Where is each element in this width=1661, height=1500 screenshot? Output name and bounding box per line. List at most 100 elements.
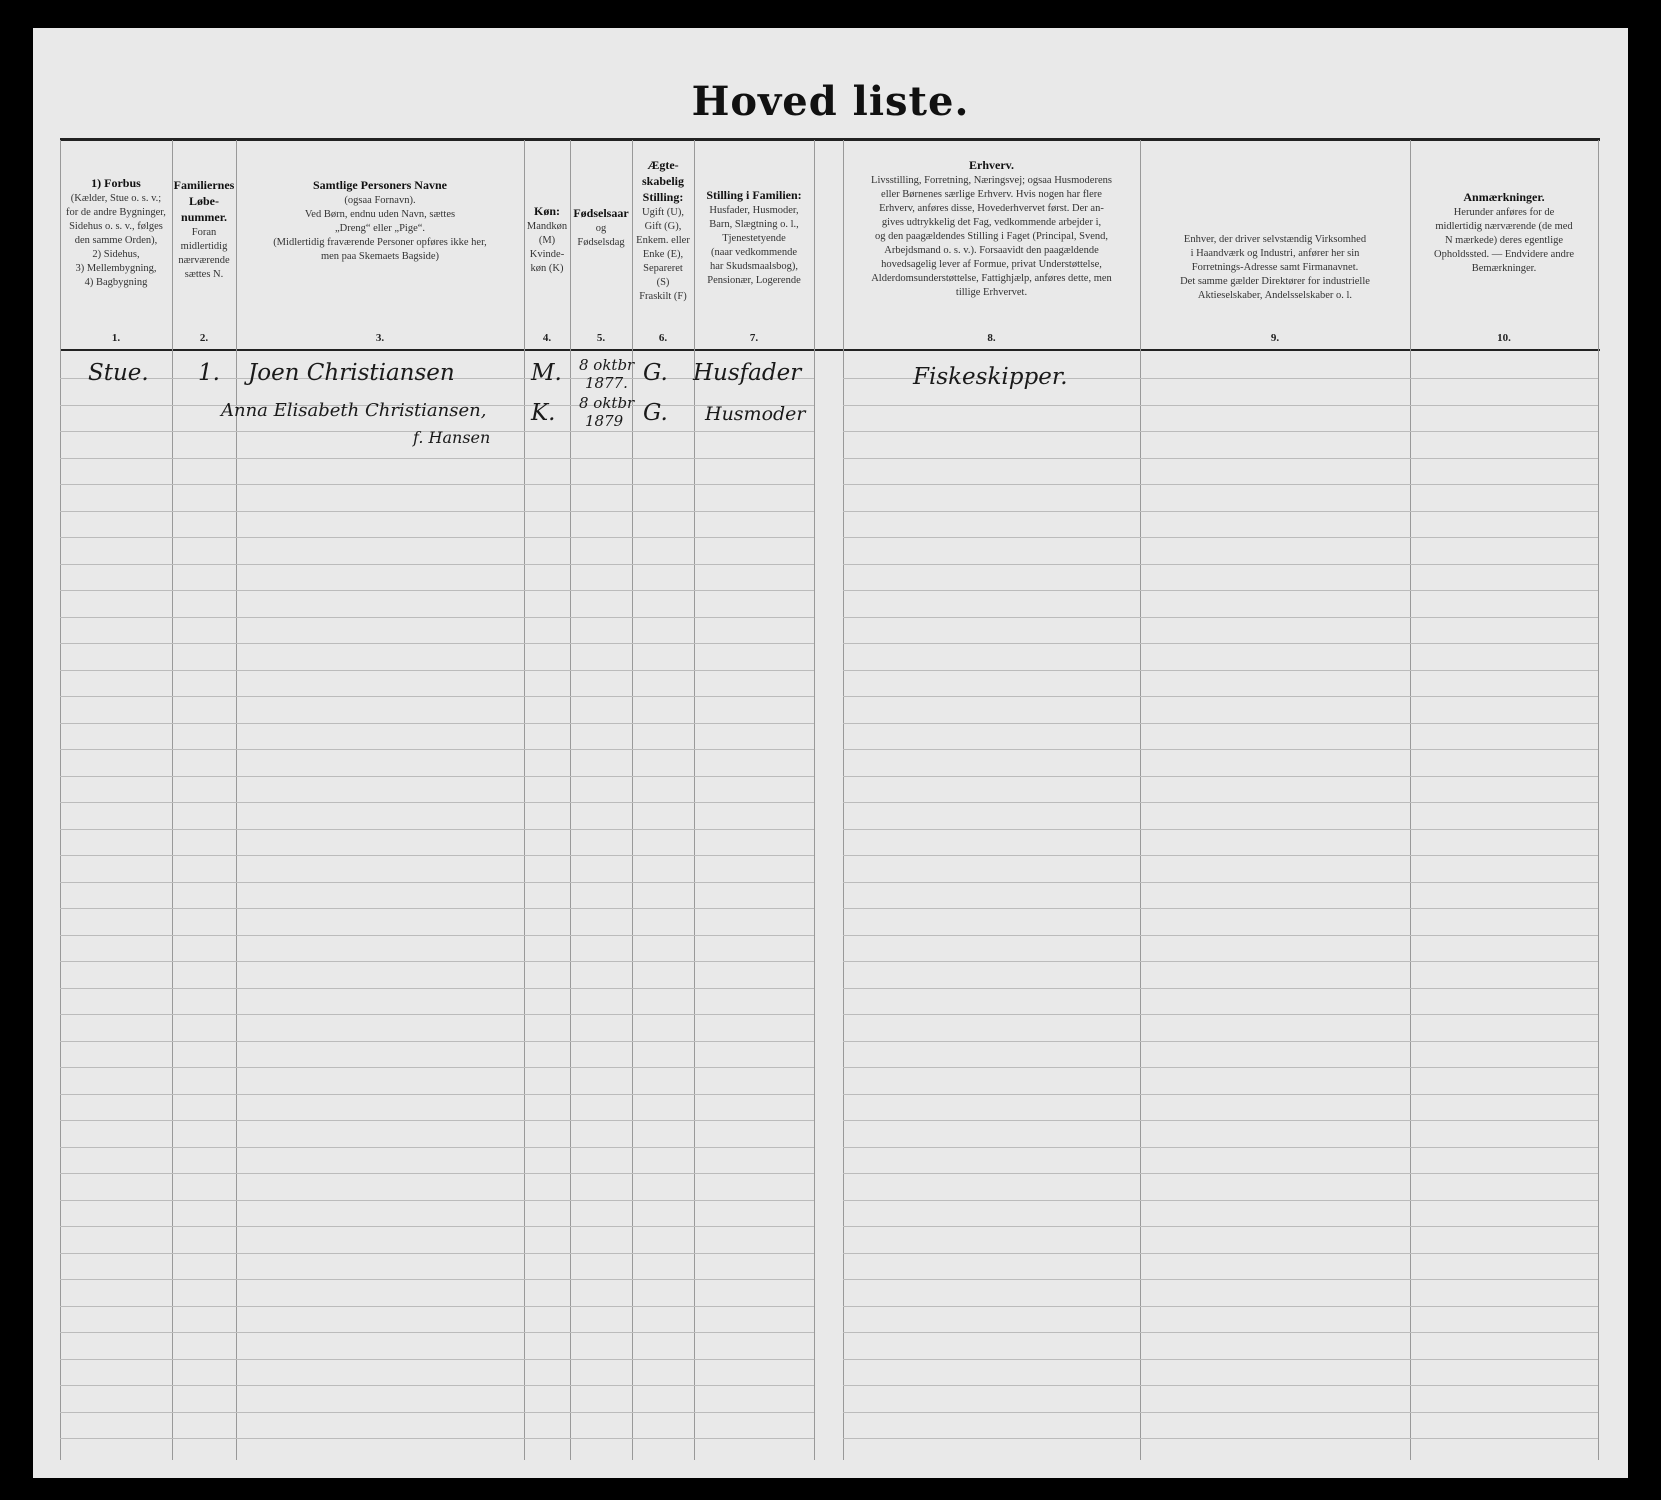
column-description-line: Sidehus o. s. v., følges xyxy=(69,221,163,232)
row-rule xyxy=(60,484,814,485)
row-rule xyxy=(60,855,814,856)
row-rule xyxy=(843,749,1598,750)
row-rule xyxy=(843,802,1598,803)
row-rule xyxy=(60,1359,814,1360)
row-rule xyxy=(60,1438,814,1439)
column-description-line: (M) xyxy=(538,235,556,246)
column-description-line: køn (K) xyxy=(530,263,564,274)
row-rule xyxy=(60,1200,814,1201)
row-rule xyxy=(60,458,814,459)
column-description-line: Enhver, der driver selvstændig Virksomhe… xyxy=(1183,234,1367,245)
column-description-line: (naar vedkommende xyxy=(710,247,797,258)
row-rule xyxy=(843,908,1598,909)
column-description-line: Gift (G), xyxy=(644,221,682,232)
column-description-line: Foran xyxy=(191,227,217,238)
column-description-line: N mærkede) deres egentlige xyxy=(1444,235,1564,246)
position-cell: Husfader xyxy=(693,360,802,386)
birth-year-cell: 1879 xyxy=(585,412,624,430)
column-divider xyxy=(172,140,173,1460)
row-rule xyxy=(60,1279,814,1280)
column-divider xyxy=(694,140,695,1460)
column-divider xyxy=(60,140,61,1460)
occupation-cell: Fiskeskipper. xyxy=(913,364,1068,390)
row-rule xyxy=(60,1226,814,1227)
row-rule xyxy=(843,1385,1598,1386)
row-rule xyxy=(843,1306,1598,1307)
column-description-line: hovedsagelig lever af Formue, privat Und… xyxy=(881,259,1102,270)
row-rule xyxy=(843,537,1598,538)
row-rule xyxy=(843,670,1598,671)
column-description-line: Herunder anføres for de xyxy=(1453,207,1555,218)
row-rule xyxy=(843,405,1598,406)
column-description-line: Bemærkninger. xyxy=(1471,263,1537,274)
row-rule xyxy=(60,776,814,777)
row-rule xyxy=(843,829,1598,830)
column-description-line: Arbejdsmand o. s. v.). Forsaavidt den pa… xyxy=(884,245,1099,256)
sex-cell: K. xyxy=(531,400,556,426)
column-description-line: Alderdomsunderstøttelse, Fattighjælp, an… xyxy=(871,273,1112,284)
row-rule xyxy=(60,696,814,697)
row-rule xyxy=(60,643,814,644)
column-number: 9. xyxy=(1270,332,1280,344)
column-heading: Køn: xyxy=(533,204,560,218)
column-description-line: Enkem. eller xyxy=(636,235,690,246)
column-header-8: Erhverv. Livsstilling, Forretning, Næring… xyxy=(843,158,1140,300)
column-description-line: gives udtrykkelig det Fag, vedkommende a… xyxy=(881,217,1102,228)
column-description-line: midlertidig nærværende (de med xyxy=(1435,221,1573,232)
column-description-line: 3) Mellembygning, xyxy=(75,263,157,274)
marital-cell: G. xyxy=(643,360,668,386)
column-description-line: Pensionær, Logerende xyxy=(707,275,801,286)
row-rule xyxy=(843,617,1598,618)
row-rule xyxy=(60,1173,814,1174)
column-divider xyxy=(236,140,237,1460)
column-description-line: 2) Sidehus, xyxy=(92,249,140,260)
row-rule xyxy=(843,776,1598,777)
marital-cell: G. xyxy=(643,400,668,426)
row-rule xyxy=(843,882,1598,883)
column-divider xyxy=(843,140,844,1460)
row-rule xyxy=(60,590,814,591)
row-rule xyxy=(60,617,814,618)
row-rule xyxy=(843,1173,1598,1174)
column-header-5: Fødselsaar og Fødselsdag xyxy=(570,206,632,250)
column-number: 5. xyxy=(596,332,606,344)
column-description-line: Ved Børn, endnu uden Navn, sættes xyxy=(304,209,456,220)
row-rule xyxy=(60,1385,814,1386)
column-number: 10. xyxy=(1497,332,1511,344)
column-description-line: Fraskilt (F) xyxy=(639,291,687,302)
row-rule xyxy=(843,643,1598,644)
column-heading: Familiernes Løbe-nummer. xyxy=(173,178,235,224)
column-heading: Samtlige Personers Navne xyxy=(313,178,447,192)
column-description-line: tillige Erhvervet. xyxy=(955,287,1028,298)
column-description-line: Det samme gælder Direktører for industri… xyxy=(1180,276,1370,287)
column-number: 2. xyxy=(199,332,209,344)
row-rule xyxy=(60,564,814,565)
header-bottom-rule xyxy=(60,349,1600,351)
column-description-line: eller Børnenes særlige Erhverv. Hvis nog… xyxy=(881,189,1102,200)
column-divider xyxy=(524,140,525,1460)
name-cell: Anna Elisabeth Christiansen, xyxy=(221,400,487,421)
row-rule xyxy=(60,537,814,538)
row-rule xyxy=(843,458,1598,459)
row-rule xyxy=(843,484,1598,485)
column-description-line: (S) xyxy=(656,277,670,288)
column-description-line: Forretnings-Adresse samt Firmanavnet. xyxy=(1191,262,1359,273)
row-rule xyxy=(843,1094,1598,1095)
column-description-line: Ugift (U), xyxy=(642,207,684,218)
row-rule xyxy=(843,1438,1598,1439)
column-description-line: Opholdssted. — Endvidere andre xyxy=(1434,249,1574,260)
column-header-3: Samtlige Personers Navne (ogsaa Fornavn).… xyxy=(236,178,524,264)
column-description-line: og den paagældendes Stilling i Faget (Pr… xyxy=(874,231,1108,242)
row-rule xyxy=(60,1094,814,1095)
column-description-line: (ogsaa Fornavn). xyxy=(344,195,416,206)
row-rule xyxy=(843,511,1598,512)
maiden-name-note: f. Hansen xyxy=(413,428,491,447)
row-rule xyxy=(60,1147,814,1148)
row-rule xyxy=(843,1041,1598,1042)
column-number: 3. xyxy=(375,332,385,344)
column-header-10: Anmærkninger. Herunder anføres for de midl… xyxy=(1410,190,1598,276)
column-description-line: Mandkøn xyxy=(526,221,568,232)
column-heading: Anmærkninger. xyxy=(1463,190,1545,204)
column-description-line: sættes N. xyxy=(184,269,224,280)
row-rule xyxy=(60,1067,814,1068)
